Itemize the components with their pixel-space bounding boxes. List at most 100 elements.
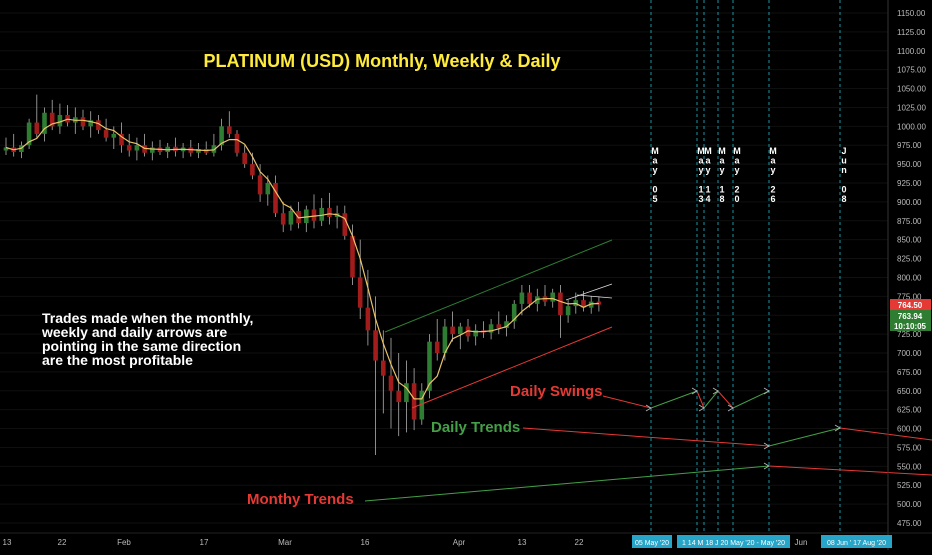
candle-body xyxy=(565,306,571,316)
future-date-char: M xyxy=(733,146,741,156)
candle-body xyxy=(488,324,494,333)
daily-swing-arrow-up xyxy=(650,390,698,409)
candle-body xyxy=(57,115,63,127)
candle-body xyxy=(49,112,55,127)
date-range-text: 1 14 M 18 J 20 May '20 - May '20 xyxy=(682,540,785,547)
future-date-char: a xyxy=(770,156,776,166)
arrow-head xyxy=(834,424,841,432)
future-date-char: 3 xyxy=(698,194,703,204)
x-tick-label: 13 xyxy=(518,538,527,547)
future-date-char: 4 xyxy=(705,194,710,204)
candle-body xyxy=(134,145,140,151)
candle-body xyxy=(288,210,294,225)
y-tick-label: 1125.00 xyxy=(897,28,926,37)
daily-swings-label: Daily Swings xyxy=(510,383,603,400)
candle-body xyxy=(442,326,448,353)
y-tick-label: 650.00 xyxy=(897,387,922,396)
candle-body xyxy=(381,360,386,376)
x-tick-label: 22 xyxy=(575,538,584,547)
candle-body xyxy=(373,330,378,361)
note-line: are the most profitable xyxy=(42,352,193,368)
candle-body xyxy=(596,301,602,305)
future-date-char: 0 xyxy=(734,194,739,204)
candle-body xyxy=(103,130,109,138)
x-tick-label: 13 xyxy=(3,538,12,547)
future-date-char: 8 xyxy=(719,194,724,204)
candle-body xyxy=(242,152,247,165)
price-badge-bg xyxy=(890,320,931,331)
candle-body xyxy=(227,126,232,134)
daily-swing-arrow-down xyxy=(696,390,705,409)
candle-body xyxy=(458,326,463,335)
candle-body xyxy=(388,375,394,391)
date-range-box xyxy=(821,535,892,548)
price-badge-bg xyxy=(890,299,931,310)
candle-body xyxy=(581,300,586,308)
candle-body xyxy=(519,292,525,304)
candle-body xyxy=(511,303,517,322)
candle-body xyxy=(427,341,432,391)
note-line: pointing in the same direction xyxy=(42,338,242,354)
x-tick-label: Jun xyxy=(795,538,808,547)
x-tick-label: Feb xyxy=(117,538,131,547)
candle-body xyxy=(196,149,201,153)
date-range-box xyxy=(677,535,790,548)
candle-body xyxy=(34,122,40,134)
candle-body xyxy=(96,120,101,131)
y-tick-label: 725.00 xyxy=(897,330,922,339)
date-marker-lines xyxy=(650,0,841,533)
candle-body xyxy=(342,213,348,236)
y-tick-label: 625.00 xyxy=(897,406,922,415)
daily-swing-arrow-up xyxy=(703,390,719,409)
daily-swing-arrow-down xyxy=(602,395,652,409)
date-range-text: 05 May '20 xyxy=(635,540,669,547)
strategy-note: Trades made when the monthly, weekly and… xyxy=(42,311,282,367)
note-line: Trades made when the monthly, xyxy=(42,310,254,326)
y-tick-label: 825.00 xyxy=(897,255,922,264)
y-tick-label: 700.00 xyxy=(897,349,922,358)
note-line: weekly and daily arrows are xyxy=(42,324,228,340)
daily-swing-arrow-up xyxy=(732,390,770,409)
y-tick-label: 1075.00 xyxy=(897,66,926,75)
x-tick-label: 17 xyxy=(200,538,209,547)
candle-body xyxy=(550,292,555,302)
candle-body xyxy=(26,122,32,146)
future-date-char: M xyxy=(718,146,726,156)
candle-body xyxy=(119,133,124,146)
date-range-box xyxy=(632,535,672,548)
y-tick-label: 900.00 xyxy=(897,198,922,207)
arrow-head xyxy=(645,404,652,412)
candle-body xyxy=(588,301,594,308)
y-tick-label: 800.00 xyxy=(897,273,922,282)
arrow-head xyxy=(698,404,705,412)
projection-arrows xyxy=(364,387,932,502)
candle-body xyxy=(311,209,317,221)
future-date-char: 6 xyxy=(770,194,775,204)
future-date-char: a xyxy=(652,156,658,166)
y-tick-label: 775.00 xyxy=(897,292,922,301)
future-date-char: y xyxy=(770,165,775,175)
price-axis[interactable]: 475.00 500.00 525.00 550.00 575.00 600.00 625.… xyxy=(887,0,926,550)
candle-body xyxy=(527,292,532,304)
time-axis[interactable]: 13 22 Feb 17 Mar 16 Apr 13 22 Jun xyxy=(0,532,932,547)
future-date-char: a xyxy=(719,156,725,166)
candle-body xyxy=(419,390,425,420)
price-badge-text: 763.94 xyxy=(898,312,923,321)
price-badge-text: 10:10:05 xyxy=(894,322,927,331)
monthly-trend-arrow-up xyxy=(364,465,770,502)
future-date-char: 2 xyxy=(734,184,739,194)
candle-body xyxy=(273,183,278,214)
arrow-head xyxy=(763,387,770,395)
candle-body xyxy=(404,383,409,403)
future-date-char: 8 xyxy=(841,194,846,204)
date-range-text: 08 Jun ' 17 Aug '20 xyxy=(827,540,886,547)
moving-average-line xyxy=(5,118,599,400)
candles xyxy=(3,94,602,455)
candle-body xyxy=(535,296,540,304)
future-date-char: M xyxy=(769,146,777,156)
candle-body xyxy=(150,147,155,153)
future-date-char: 1 xyxy=(698,184,703,194)
candle-body xyxy=(3,147,9,151)
